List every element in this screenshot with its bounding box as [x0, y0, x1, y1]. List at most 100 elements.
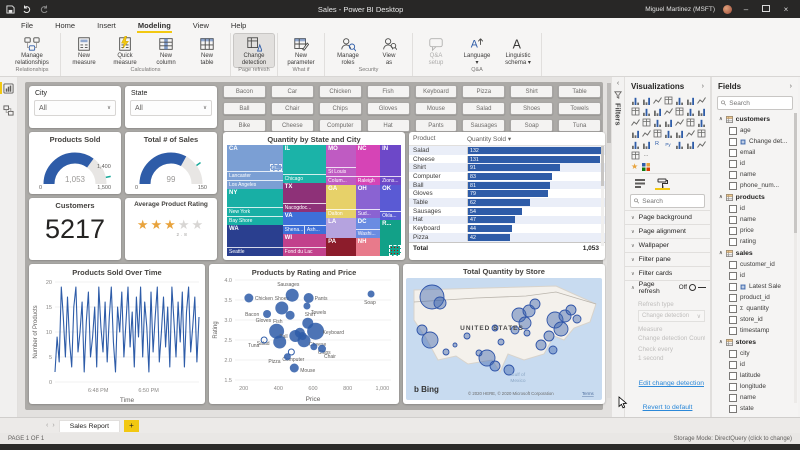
product-button-chicken[interactable]: Chicken [318, 85, 362, 98]
table-row-sausages[interactable]: Sausages 54 [409, 207, 605, 216]
field-checkbox[interactable] [729, 215, 737, 224]
visual-type-filled-map-icon[interactable] [674, 117, 684, 127]
ribbon-button-new-measure[interactable]: New measure [64, 34, 104, 67]
product-button-sausages[interactable]: Sausages [462, 119, 506, 132]
visual-type-slicer-icon[interactable] [663, 128, 673, 138]
field-state[interactable]: state [712, 403, 798, 414]
product-button-keyboard[interactable]: Keyboard [414, 85, 458, 98]
undo-icon[interactable] [22, 5, 32, 13]
treemap-tile-il[interactable]: IL Chicago [282, 145, 327, 183]
visual-type-line-and-stacked-column-icon[interactable] [674, 106, 684, 116]
gauge-total-of-sales[interactable]: Total # of Sales 99 0 150 [125, 132, 217, 194]
table-row-table[interactable]: Table 62 [409, 198, 605, 207]
ribbon-button-quick-measure[interactable]: Quick measure [105, 34, 145, 67]
field-checkbox[interactable] [729, 137, 737, 146]
menu-tab-home[interactable]: Home [55, 21, 76, 30]
field-change-det[interactable]: Change det... [712, 136, 798, 147]
ribbon-button-view-as[interactable]: View as [369, 34, 409, 67]
field-checkbox[interactable] [729, 282, 737, 291]
format-section-page-alignment[interactable]: ∨ Page alignment [625, 224, 710, 238]
page-tab-sales-report[interactable]: Sales Report [58, 419, 120, 432]
fields-table-customers[interactable]: ∧ customers [712, 113, 798, 125]
account-name[interactable]: Miguel Martinez (MSFT) [645, 5, 715, 13]
table-row-pizza[interactable]: Pizza 42 [409, 232, 605, 242]
treemap-tile-nc[interactable]: NC Raleigh [355, 145, 381, 185]
field-checkbox[interactable] [729, 260, 737, 269]
fields-search-box[interactable] [717, 96, 793, 110]
minimize-button[interactable]: – [743, 4, 749, 14]
visual-type-decomposition-tree-icon[interactable] [630, 139, 640, 149]
visual-type-card-icon[interactable] [630, 128, 640, 138]
visual-type-python-icon[interactable]: Py [665, 141, 671, 147]
treemap-tile-ok[interactable]: OK Okla... [380, 184, 401, 221]
treemap-tile-mo[interactable]: MO St Louis Colum... [326, 145, 356, 185]
product-button-pants[interactable]: Pants [414, 119, 458, 132]
card-average-product-rating[interactable]: Average Product Rating ★★★★★ 2.8 [125, 198, 217, 260]
treemap-tile-va[interactable]: VA Shena... Ash... [282, 211, 327, 234]
visual-type-area-icon[interactable] [630, 106, 640, 116]
visual-type-multi-row-card-icon[interactable] [641, 128, 651, 138]
close-button[interactable]: × [783, 4, 789, 14]
user-avatar[interactable] [723, 4, 732, 14]
visual-type-power-automate-icon[interactable] [630, 150, 640, 160]
field-checkbox[interactable] [729, 226, 737, 235]
field-phone-num[interactable]: phone_num... [712, 180, 798, 191]
visual-type-line-and-clustered-column-icon[interactable] [663, 106, 673, 116]
product-button-soap[interactable]: Soap [510, 119, 554, 132]
new-page-button[interactable]: + [123, 419, 139, 432]
product-button-bike[interactable]: Bike [223, 119, 266, 132]
menu-tab-modeling[interactable]: Modeling [127, 19, 182, 33]
format-section-page-background[interactable]: ∨ Page background [625, 210, 710, 224]
tab-format[interactable] [655, 176, 670, 190]
treemap-tile-wi[interactable]: WI Fond du Lac [282, 233, 327, 256]
visual-type-matrix-icon[interactable] [685, 128, 695, 138]
product-button-shoes[interactable]: Shoes [510, 102, 554, 115]
visual-type-more-icon[interactable]: … [643, 152, 649, 158]
visual-type-gauge-icon[interactable] [696, 117, 706, 127]
table-row-ball[interactable]: Ball 81 [409, 180, 605, 190]
ribbon-button-language[interactable]: A Language ▾ [457, 34, 497, 67]
field-checkbox[interactable] [729, 304, 737, 313]
field-checkbox[interactable] [729, 371, 737, 380]
field-timestamp[interactable]: timestamp [712, 325, 798, 336]
field-price[interactable]: price [712, 225, 798, 236]
field-city[interactable]: city [712, 348, 798, 359]
table-row-keyboard[interactable]: Keyboard 44 [409, 224, 605, 233]
field-id[interactable]: id [712, 203, 798, 214]
product-button-bacon[interactable]: Bacon [223, 85, 266, 98]
redo-icon[interactable] [39, 5, 49, 13]
field-checkbox[interactable] [729, 293, 737, 302]
restore-button[interactable] [760, 4, 772, 14]
format-section-filter-cards[interactable]: ∨ Filter cards [625, 266, 710, 280]
field-checkbox[interactable] [729, 204, 737, 213]
treemap-tile-ga[interactable]: GA Dalton [326, 184, 356, 219]
field-id[interactable]: id [712, 158, 798, 169]
field-checkbox[interactable] [729, 237, 737, 246]
product-button-pizza[interactable]: Pizza [462, 85, 506, 98]
treemap-tile-wa[interactable]: WA Seattle [227, 224, 283, 256]
visual-type-ribbon-icon[interactable] [696, 95, 706, 105]
table-row-shirt[interactable]: Shirt 91 [409, 163, 605, 173]
menu-tab-insert[interactable]: Insert [97, 21, 116, 30]
field-checkbox[interactable] [729, 126, 737, 135]
visual-type-stacked-bar-icon[interactable] [630, 95, 640, 105]
treemap-tile-nh[interactable]: NH [355, 238, 381, 256]
menu-tab-help[interactable]: Help [230, 21, 247, 30]
table-scrollbar[interactable] [601, 146, 604, 246]
treemap-tile-ny[interactable]: NY New York Bay Shore [227, 189, 283, 225]
product-button-mouse[interactable]: Mouse [414, 102, 458, 115]
field-checkbox[interactable] [729, 181, 737, 190]
visual-type-r-script-icon[interactable]: R [655, 141, 659, 147]
visual-type-treemap-icon[interactable] [652, 117, 662, 127]
ribbon-button-new-table[interactable]: New table [187, 34, 227, 67]
field-age[interactable]: age [712, 125, 798, 136]
visual-type-qa-icon[interactable] [641, 139, 651, 149]
next-page-icon[interactable]: › [52, 422, 55, 429]
menu-tab-file[interactable]: File [21, 21, 34, 30]
field-checkbox[interactable] [729, 326, 737, 335]
save-icon[interactable] [6, 4, 15, 14]
visual-type-100-stacked-bar-icon[interactable] [674, 95, 684, 105]
product-button-fish[interactable]: Fish [366, 85, 410, 98]
table-row-computer[interactable]: Computer 83 [409, 172, 605, 181]
edit-change-detection-link[interactable]: Edit change detection [638, 380, 704, 387]
